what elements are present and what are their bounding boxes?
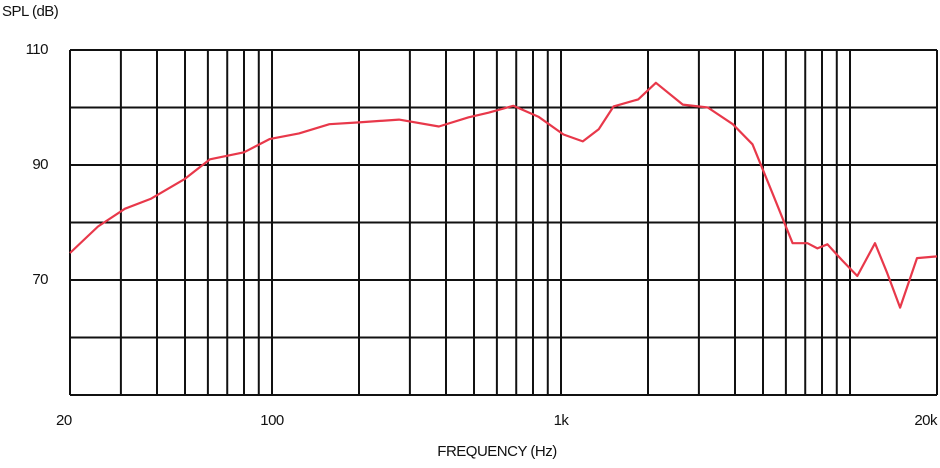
x-tick-label: 20 — [56, 412, 72, 429]
y-tick-label: 70 — [32, 271, 48, 288]
x-axis-label: FREQUENCY (Hz) — [437, 443, 557, 460]
y-axis-label: SPL (dB) — [2, 3, 59, 20]
response-curve — [69, 81, 938, 309]
x-tick-label: 100 — [260, 412, 284, 429]
x-tick-label: 20k — [914, 412, 938, 429]
x-tick-label: 1k — [554, 412, 570, 429]
y-tick-label: 110 — [26, 41, 49, 58]
y-tick-label: 90 — [32, 156, 48, 173]
